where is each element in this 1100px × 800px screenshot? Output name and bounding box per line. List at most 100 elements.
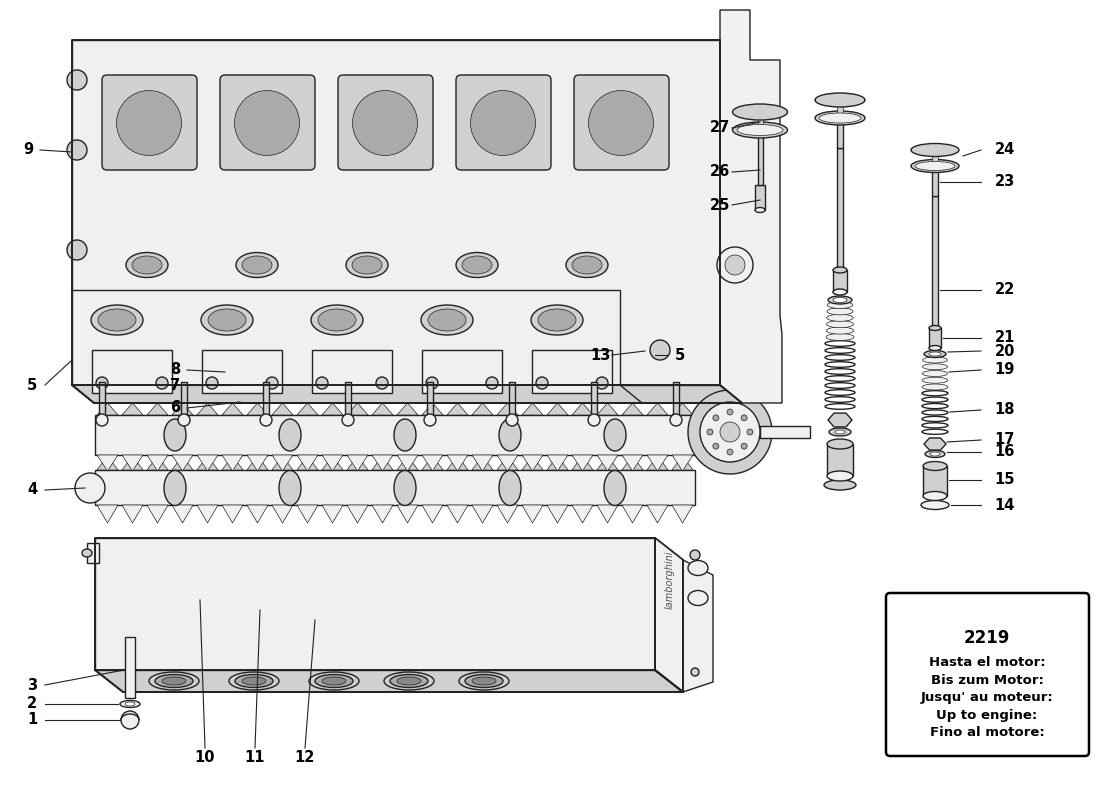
Polygon shape	[197, 403, 218, 415]
Polygon shape	[597, 403, 618, 415]
Ellipse shape	[472, 677, 496, 685]
Circle shape	[156, 377, 168, 389]
Ellipse shape	[835, 430, 845, 434]
Ellipse shape	[833, 267, 847, 273]
Polygon shape	[572, 456, 593, 470]
Bar	[182, 382, 187, 420]
Polygon shape	[647, 455, 668, 471]
Ellipse shape	[352, 256, 382, 274]
Ellipse shape	[164, 419, 186, 451]
Polygon shape	[272, 455, 293, 471]
Ellipse shape	[833, 289, 847, 295]
Polygon shape	[672, 403, 693, 415]
Bar	[95, 470, 695, 505]
FancyBboxPatch shape	[338, 75, 433, 170]
Polygon shape	[172, 456, 192, 470]
Polygon shape	[147, 403, 168, 415]
Polygon shape	[654, 538, 713, 692]
Ellipse shape	[922, 370, 948, 377]
Ellipse shape	[733, 104, 788, 120]
Bar	[99, 382, 104, 420]
Polygon shape	[547, 403, 568, 415]
Bar	[760, 426, 810, 438]
Ellipse shape	[688, 590, 708, 606]
Circle shape	[725, 255, 745, 275]
Ellipse shape	[755, 207, 764, 213]
Ellipse shape	[309, 672, 359, 690]
Polygon shape	[672, 456, 693, 470]
Bar	[758, 112, 762, 130]
Polygon shape	[472, 505, 493, 523]
Circle shape	[75, 473, 104, 503]
Ellipse shape	[164, 470, 186, 506]
Text: 18: 18	[994, 402, 1015, 418]
Polygon shape	[647, 456, 668, 470]
Circle shape	[690, 550, 700, 560]
Ellipse shape	[421, 305, 473, 335]
Ellipse shape	[125, 702, 135, 706]
Text: 8: 8	[169, 362, 180, 378]
Circle shape	[741, 415, 747, 421]
Polygon shape	[197, 456, 218, 470]
Ellipse shape	[921, 501, 949, 510]
Circle shape	[713, 443, 719, 449]
Ellipse shape	[390, 674, 428, 687]
Ellipse shape	[346, 253, 388, 278]
Polygon shape	[447, 456, 468, 470]
Text: 24: 24	[994, 142, 1015, 158]
Bar	[92, 350, 172, 393]
Polygon shape	[497, 456, 518, 470]
Polygon shape	[297, 403, 318, 415]
Ellipse shape	[279, 419, 301, 451]
Text: 5: 5	[675, 347, 685, 362]
Text: 9: 9	[23, 142, 33, 158]
Text: 26: 26	[710, 165, 730, 179]
Circle shape	[67, 70, 87, 90]
Polygon shape	[397, 455, 418, 471]
Circle shape	[670, 414, 682, 426]
Circle shape	[506, 414, 518, 426]
Text: 19: 19	[994, 362, 1015, 378]
Polygon shape	[472, 455, 493, 471]
FancyBboxPatch shape	[456, 75, 551, 170]
Ellipse shape	[279, 470, 301, 506]
Polygon shape	[828, 413, 852, 427]
Ellipse shape	[82, 549, 92, 557]
Bar	[837, 148, 843, 268]
Ellipse shape	[653, 346, 667, 354]
Ellipse shape	[208, 309, 246, 331]
Ellipse shape	[236, 253, 278, 278]
Polygon shape	[272, 403, 293, 415]
Ellipse shape	[604, 470, 626, 506]
Polygon shape	[447, 455, 468, 471]
Polygon shape	[597, 455, 618, 471]
Polygon shape	[197, 455, 218, 471]
Bar	[312, 350, 392, 393]
Bar	[422, 350, 502, 393]
Text: 2219: 2219	[964, 629, 1010, 647]
Bar	[427, 382, 433, 420]
Ellipse shape	[155, 674, 192, 687]
Ellipse shape	[911, 159, 959, 173]
Text: Fino al motore:: Fino al motore:	[930, 726, 1044, 738]
Ellipse shape	[737, 125, 783, 135]
Polygon shape	[672, 455, 693, 471]
Text: 27: 27	[710, 121, 730, 135]
Ellipse shape	[126, 253, 168, 278]
Text: 7: 7	[169, 378, 180, 393]
Ellipse shape	[499, 419, 521, 451]
Ellipse shape	[531, 305, 583, 335]
Ellipse shape	[566, 253, 608, 278]
Polygon shape	[72, 385, 743, 403]
Ellipse shape	[930, 452, 940, 456]
Circle shape	[747, 429, 754, 435]
Ellipse shape	[352, 90, 418, 155]
Polygon shape	[147, 505, 168, 523]
Ellipse shape	[315, 674, 353, 687]
Polygon shape	[172, 403, 192, 415]
Polygon shape	[522, 456, 543, 470]
Text: Jusqu' au moteur:: Jusqu' au moteur:	[921, 690, 1054, 703]
Circle shape	[536, 377, 548, 389]
Ellipse shape	[688, 561, 708, 575]
FancyBboxPatch shape	[574, 75, 669, 170]
